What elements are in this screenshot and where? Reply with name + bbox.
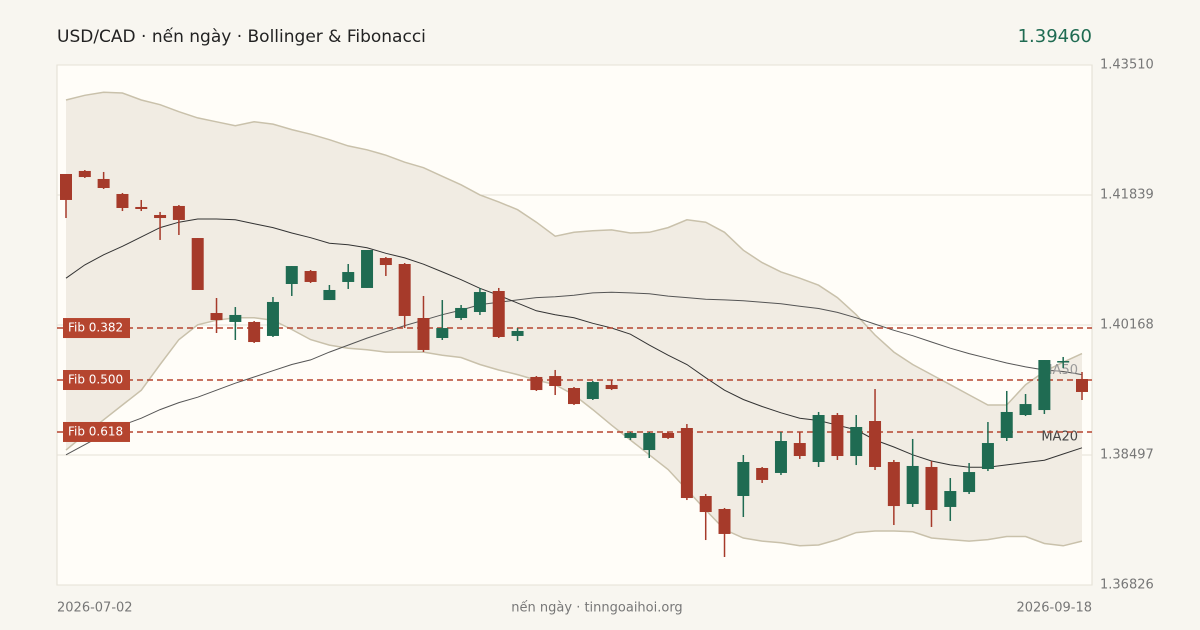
- ma-label: MA20: [1041, 429, 1078, 444]
- candle-body: [850, 426, 863, 457]
- fib-label-box: [63, 421, 130, 442]
- candle-body: [568, 388, 580, 405]
- footer: nến ngày · tinngoaihoi.org: [511, 601, 682, 616]
- candle-body: [869, 421, 882, 467]
- candle-body: [266, 301, 279, 336]
- candle-body: [473, 292, 486, 313]
- candle-body: [304, 271, 317, 282]
- fib-label-box: [63, 370, 130, 391]
- fib-label-box: [63, 318, 130, 339]
- y-tick-label: 1.36826: [1100, 578, 1154, 593]
- candle-body: [511, 330, 524, 336]
- candle-body: [191, 238, 204, 290]
- candle-body: [774, 440, 787, 473]
- candle-body: [944, 491, 957, 507]
- candle-body: [643, 432, 656, 451]
- candle-body: [229, 314, 242, 322]
- candle-body: [793, 443, 806, 457]
- candle-body: [248, 321, 261, 343]
- candle-body: [1057, 361, 1070, 363]
- candle-body: [1000, 411, 1013, 438]
- candle-body: [1038, 360, 1051, 411]
- candle-body: [887, 462, 900, 507]
- candle-body: [97, 178, 110, 188]
- ma-line: [65, 291, 1083, 456]
- candle-body: [323, 289, 336, 301]
- candle-body: [398, 264, 411, 316]
- chart-title: USD/CAD · nến ngày · Bollinger & Fibonac…: [57, 26, 426, 47]
- candle-body: [342, 272, 355, 282]
- candle-body: [210, 313, 223, 321]
- candle-body: [417, 317, 430, 350]
- candle-body: [699, 495, 712, 513]
- upper-band: [65, 91, 1083, 406]
- candle-body: [737, 462, 750, 496]
- y-tick-label: 1.41839: [1100, 188, 1154, 203]
- candle-body: [492, 291, 505, 337]
- candle-body: [285, 266, 298, 285]
- candle-body: [1076, 378, 1088, 392]
- y-tick-label: 1.40168: [1100, 318, 1154, 333]
- candle-body: [981, 443, 994, 470]
- candle-body: [78, 170, 91, 178]
- y-tick-label: 1.43510: [1100, 58, 1154, 73]
- fib-label: Fib 0.500: [68, 373, 123, 387]
- candle-body: [361, 250, 374, 288]
- candle-body: [530, 376, 543, 391]
- candle-body: [60, 173, 72, 200]
- last-price: 1.39460: [1018, 26, 1092, 47]
- x-tick-label: 2026-09-18: [1016, 601, 1092, 616]
- candle-body: [925, 466, 938, 511]
- fib-label: Fib 0.618: [68, 424, 123, 438]
- candle-body: [812, 415, 825, 463]
- ma-label: MA50: [1041, 363, 1078, 378]
- fib-label: Fib 0.382: [68, 321, 123, 335]
- candle-body: [436, 328, 449, 338]
- y-tick-label: 1.38497: [1100, 448, 1154, 463]
- candle-body: [455, 307, 468, 318]
- candle-body: [718, 508, 731, 534]
- candle-body: [1019, 404, 1032, 416]
- candle-body: [154, 214, 167, 219]
- candle-body: [379, 258, 392, 266]
- candle-body: [662, 432, 675, 438]
- candle-body: [624, 432, 637, 438]
- candle-body: [963, 472, 976, 493]
- candle-body: [605, 384, 618, 390]
- candle-body: [906, 465, 919, 505]
- candle-body: [172, 205, 185, 220]
- x-tick-label: 2026-07-02: [57, 601, 133, 616]
- candle-body: [586, 382, 599, 399]
- candle-body: [135, 206, 148, 210]
- candle-body: [680, 428, 693, 499]
- candle-body: [549, 376, 562, 386]
- candle-body: [116, 193, 129, 208]
- candle-body: [756, 467, 769, 480]
- candle-body: [831, 415, 844, 457]
